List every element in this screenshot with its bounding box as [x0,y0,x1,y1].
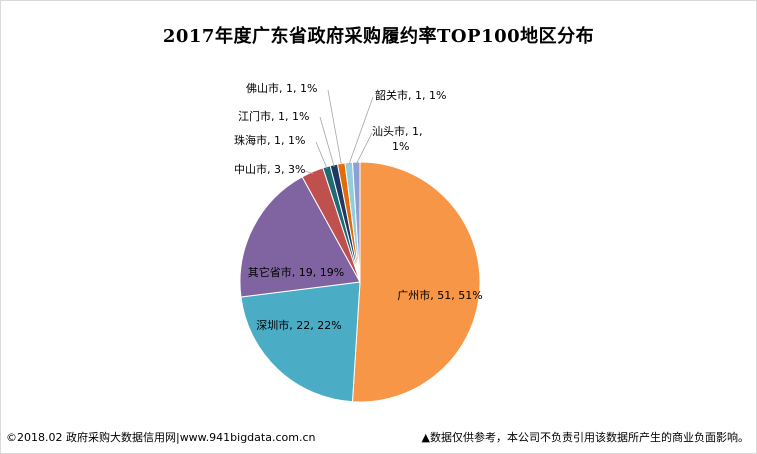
leader-line-9 [355,132,373,165]
data-label-6: 江门市, 1, 1% [238,109,309,123]
data-label-2: 深圳市, 22, 22% [256,318,341,332]
data-label-7: 佛山市, 1, 1% [246,81,317,95]
pie-slice-9 [351,161,361,283]
data-label-3: 其它省市, 19, 19% [248,265,344,279]
data-label-4: 中山市, 3, 3% [234,162,305,176]
leader-line-6 [319,116,335,167]
leader-line-7 [327,89,342,166]
footer-disclaimer: ▲数据仅供参考，本公司不负责引用该数据所产生的商业负面影响。 [421,431,749,444]
data-label-1: 广州市, 51, 51% [397,288,482,302]
pie-slice-2 [240,281,361,403]
leader-line-8 [348,96,374,165]
leader-line-4 [304,170,314,175]
chart-title: 2017年度广东省政府采购履约率TOP100地区分布 [162,26,595,47]
data-label-9: 汕头市, 1, 1% [372,124,423,153]
leader-line-5 [315,141,328,169]
pie-slice-3 [239,176,361,298]
pie-slice-1 [351,161,481,403]
data-label-5: 珠海市, 1, 1% [234,133,305,147]
footer-copyright: ©2018.02 政府采购大数据信用网|www.941bigdata.com.c… [6,431,316,444]
data-label-8: 韶关市, 1, 1% [375,88,446,102]
